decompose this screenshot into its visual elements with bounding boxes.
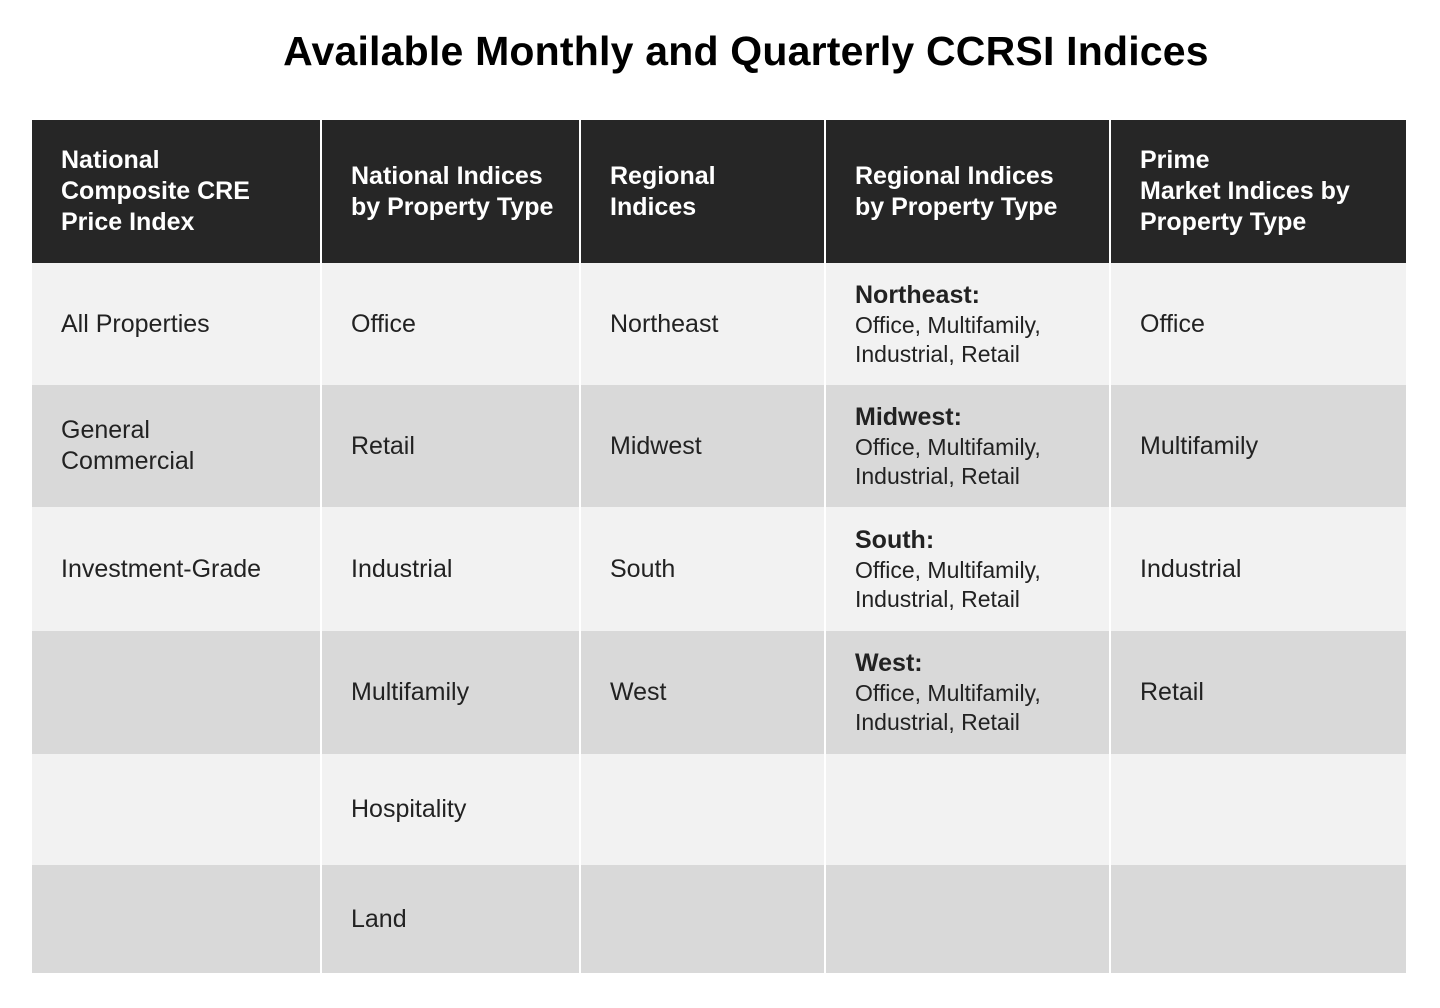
cell-national-by-type: Hospitality xyxy=(320,754,579,865)
cell-regional-by-type: South: Office, Multifamily, Industrial, … xyxy=(824,507,1109,631)
region-name: Northeast: xyxy=(855,280,981,309)
cell-national-composite xyxy=(32,754,320,865)
region-property-types: Office, Multifamily, Industrial, Retail xyxy=(855,680,1041,735)
cell-national-by-type: Land xyxy=(320,865,579,973)
cell-national-by-type: Retail xyxy=(320,385,579,507)
region-property-types: Office, Multifamily, Industrial, Retail xyxy=(855,433,1041,489)
cell-national-composite: All Properties xyxy=(32,263,320,385)
cell-prime-market: Industrial xyxy=(1109,507,1406,631)
cell-regional: South xyxy=(579,507,824,631)
cell-national-by-type: Office xyxy=(320,263,579,385)
cell-regional-by-type: Midwest: Office, Multifamily, Industrial… xyxy=(824,385,1109,507)
region-property-types: Office, Multifamily, Industrial, Retail xyxy=(855,311,1041,367)
header-national-by-type: National Indices by Property Type xyxy=(320,120,579,263)
page-title: Available Monthly and Quarterly CCRSI In… xyxy=(283,28,1209,74)
cell-national-composite xyxy=(32,865,320,973)
cell-regional xyxy=(579,865,824,973)
header-label: Regional Indices xyxy=(610,161,716,221)
cell-national-composite: Investment-Grade xyxy=(32,507,320,631)
region-name: West: xyxy=(855,649,923,677)
header-label: Regional Indices by Property Type xyxy=(855,161,1058,221)
cell-prime-market: Retail xyxy=(1109,631,1406,754)
header-label: National Indices by Property Type xyxy=(351,161,554,221)
cell-national-composite: General Commercial xyxy=(32,385,320,507)
indices-table: National Composite CRE Price Index Natio… xyxy=(32,120,1406,973)
region-name: Midwest: xyxy=(855,402,962,431)
header-regional-by-type: Regional Indices by Property Type xyxy=(824,120,1109,263)
cell-regional-by-type: Northeast: Office, Multifamily, Industri… xyxy=(824,263,1109,385)
header-regional: Regional Indices xyxy=(579,120,824,263)
cell-regional xyxy=(579,754,824,865)
header-label: Prime Market Indices by Property Type xyxy=(1140,146,1350,236)
header-label: National Composite CRE Price Index xyxy=(61,146,250,236)
header-prime-market: Prime Market Indices by Property Type xyxy=(1109,120,1406,263)
cell-national-by-type: Multifamily xyxy=(320,631,579,754)
region-property-types: Office, Multifamily, Industrial, Retail xyxy=(855,556,1041,612)
region-name: South: xyxy=(855,525,935,554)
cell-prime-market: Office xyxy=(1109,263,1406,385)
cell-regional-by-type: West: Office, Multifamily, Industrial, R… xyxy=(824,631,1109,754)
cell-prime-market xyxy=(1109,865,1406,973)
cell-regional-by-type xyxy=(824,754,1109,865)
cell-national-composite xyxy=(32,631,320,754)
cell-regional: Midwest xyxy=(579,385,824,507)
cell-prime-market: Multifamily xyxy=(1109,385,1406,507)
cell-regional: West xyxy=(579,631,824,754)
cell-regional: Northeast xyxy=(579,263,824,385)
cell-national-by-type: Industrial xyxy=(320,507,579,631)
cell-regional-by-type xyxy=(824,865,1109,973)
cell-text: General Commercial xyxy=(61,416,195,475)
cell-prime-market xyxy=(1109,754,1406,865)
header-national-composite: National Composite CRE Price Index xyxy=(32,120,320,263)
